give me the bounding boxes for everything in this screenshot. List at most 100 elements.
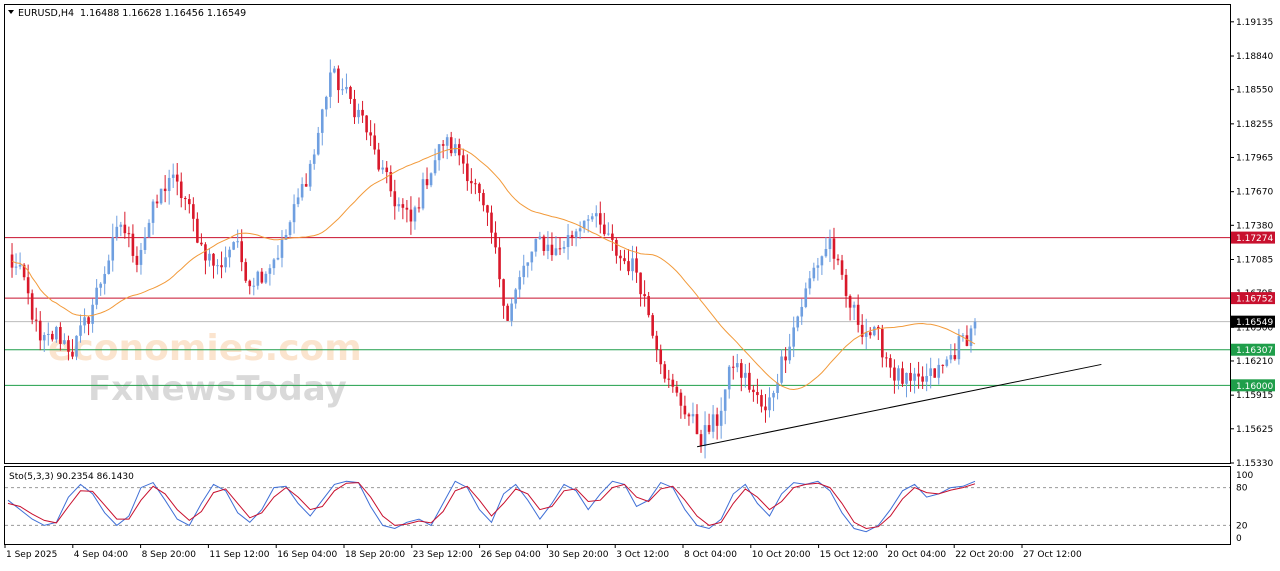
candle-body (461, 155, 465, 164)
candle-body (103, 273, 106, 284)
candle-body (111, 237, 115, 261)
candle-body (18, 264, 22, 267)
candle-body (413, 207, 417, 222)
watermark: economies.com FxNewsToday (48, 328, 362, 409)
candle-body (594, 213, 598, 217)
candle-body (909, 372, 912, 381)
x-tick-label: 20 Oct 04:00 (887, 550, 946, 560)
candle-body (893, 367, 896, 381)
y-tick-label: 1.16500 (1236, 323, 1273, 333)
candle-body (276, 257, 280, 260)
candle-body (91, 304, 94, 324)
candle-body (284, 235, 288, 240)
candle-body (486, 205, 489, 213)
candle-body (59, 327, 62, 344)
candle-body (768, 397, 771, 411)
y-tick-label: 1.17085 (1236, 256, 1273, 266)
candle-body (510, 303, 513, 321)
candle-body (55, 327, 58, 340)
candle-body (969, 328, 973, 346)
candle-body (752, 389, 755, 393)
candle-body (429, 173, 433, 186)
candle-body (288, 222, 292, 236)
candle-body (71, 351, 74, 357)
x-tick-label: 22 Oct 20:00 (955, 550, 1014, 560)
candle-body (719, 410, 723, 426)
candle-body (542, 236, 546, 251)
candle-body (824, 249, 828, 257)
candle-body (740, 363, 743, 378)
x-tick-label: 8 Oct 04:00 (684, 550, 737, 560)
candle-body (26, 277, 30, 294)
candle-body (558, 248, 562, 250)
candle-body (881, 329, 884, 358)
candle-body (945, 359, 949, 366)
candle-body (643, 294, 646, 297)
candle-body (433, 160, 437, 174)
candle-body (723, 389, 727, 411)
candle-body (79, 325, 82, 336)
candle-body (603, 224, 606, 235)
stoch-tick-label: 20 (1236, 521, 1248, 531)
triangle-down-icon[interactable] (8, 10, 14, 14)
candle-body (260, 271, 264, 283)
stoch-main-line (7, 480, 976, 533)
candle-body (590, 216, 594, 220)
candle-body (607, 233, 610, 235)
candle-body (216, 265, 219, 267)
candle-body (764, 406, 767, 411)
x-tick-label: 30 Sep 20:00 (548, 550, 608, 560)
moving-average-line (11, 147, 976, 391)
candle-body (941, 364, 945, 366)
candle-body (864, 332, 868, 337)
candle-body (135, 255, 139, 265)
candle-body (663, 364, 667, 379)
x-tick-label: 23 Sep 12:00 (413, 550, 473, 560)
candle-body (389, 172, 393, 192)
candle-body (897, 368, 900, 381)
candle-body (457, 144, 461, 156)
x-tick-label: 16 Sep 04:00 (277, 550, 337, 560)
x-tick-label: 4 Sep 04:00 (74, 550, 129, 560)
candle-body (578, 228, 582, 232)
candle-body (635, 258, 638, 273)
current-price-tag (1231, 315, 1275, 328)
price-axis: 1.19135 1.18840 1.18550 1.18255 1.17965 1.176… (1230, 18, 1275, 469)
y-tick-label: 1.17670 (1236, 188, 1273, 198)
candle-body (933, 368, 937, 378)
ascending-trend-line (697, 363, 1102, 448)
stochastic-panel[interactable] (4, 466, 1231, 545)
candle-body (417, 207, 421, 209)
candle-body (570, 235, 574, 238)
candle-body (316, 132, 320, 155)
candle-body (925, 375, 928, 382)
price-level-label: 1.17274 (1236, 234, 1273, 244)
watermark-line1: economies.com (48, 328, 362, 369)
y-tick-label: 1.17965 (1236, 153, 1273, 163)
candle-body (183, 198, 187, 200)
candle-body (143, 237, 147, 250)
candle-body (836, 258, 840, 261)
candle-body (208, 253, 211, 261)
candle-body (816, 265, 820, 268)
candle-body (627, 261, 630, 272)
stoch-signal-line (7, 482, 976, 530)
candle-body (236, 241, 239, 243)
candle-body (224, 257, 227, 268)
candle-body (30, 293, 34, 320)
candle-body (844, 274, 848, 296)
candle-body (46, 333, 50, 335)
candle-body (256, 271, 260, 286)
y-tick-label: 1.18255 (1236, 120, 1273, 130)
candle-body (365, 115, 368, 133)
candle-body (312, 154, 316, 164)
candle-body (860, 324, 864, 337)
candle-body (268, 268, 272, 274)
candle-body (852, 304, 856, 308)
candle-body (405, 207, 409, 210)
candle-body (200, 242, 203, 245)
candle-body (248, 280, 252, 287)
price-panel[interactable] (4, 4, 1231, 464)
candle-body (470, 181, 473, 184)
